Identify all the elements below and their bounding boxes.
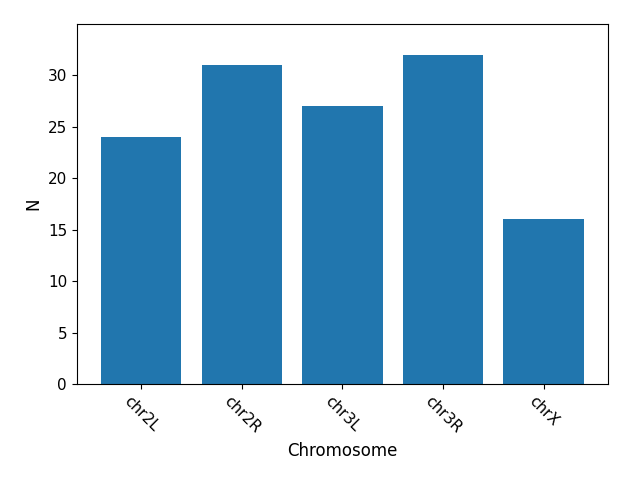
- Bar: [101, 137, 181, 384]
- X-axis label: Chromosome: Chromosome: [287, 442, 397, 460]
- Bar: [202, 65, 282, 384]
- Bar: [504, 219, 584, 384]
- Bar: [403, 55, 483, 384]
- Y-axis label: N: N: [24, 198, 42, 210]
- Bar: [302, 106, 383, 384]
